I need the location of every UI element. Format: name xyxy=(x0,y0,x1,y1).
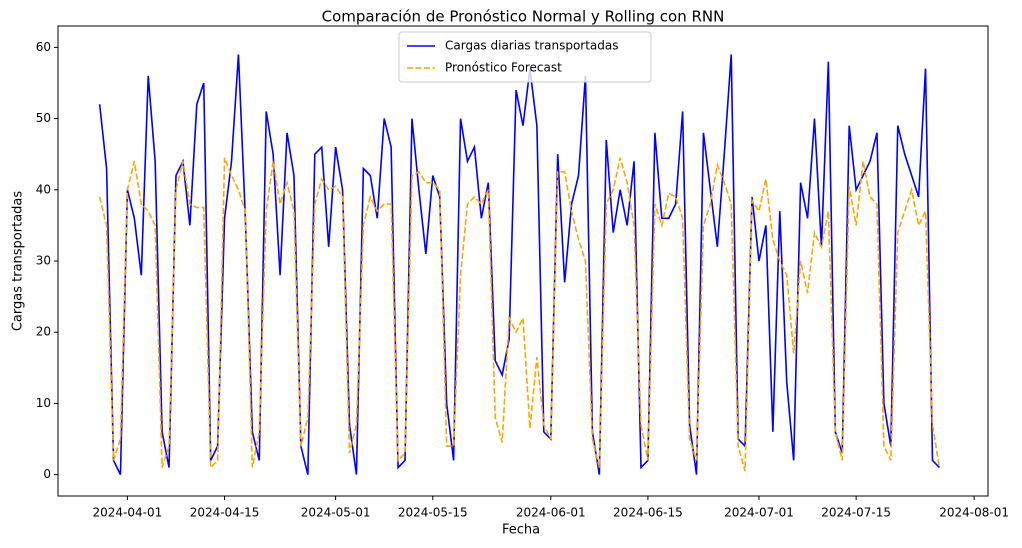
y-tick-label: 40 xyxy=(36,182,51,196)
y-tick-label: 0 xyxy=(43,467,51,481)
legend-label: Cargas diarias transportadas xyxy=(445,39,619,53)
x-tick-label: 2024-06-15 xyxy=(613,506,683,520)
legend-label: Pronóstico Forecast xyxy=(445,61,562,75)
y-tick-label: 10 xyxy=(36,396,51,410)
x-tick-label: 2024-04-15 xyxy=(190,506,260,520)
x-tick-label: 2024-04-01 xyxy=(93,506,163,520)
series-line xyxy=(98,54,940,475)
series-line xyxy=(98,157,941,472)
x-tick-label: 2024-05-15 xyxy=(398,506,468,520)
legend-box xyxy=(398,31,652,83)
legend: Cargas diarias transportadas Pronóstico F… xyxy=(398,31,652,83)
chart-title: Comparación de Pronóstico Normal y Rolli… xyxy=(322,8,725,26)
y-tick-label: 60 xyxy=(36,40,51,54)
x-axis-label: Fecha xyxy=(502,523,540,538)
x-tick-label: 2024-05-01 xyxy=(301,506,371,520)
y-tick-label: 20 xyxy=(36,325,51,339)
y-tick-label: 50 xyxy=(36,111,51,125)
x-tick-label: 2024-06-01 xyxy=(516,506,586,520)
x-tick-label: 2024-07-01 xyxy=(724,506,794,520)
plot-frame xyxy=(57,25,989,497)
y-axis-label: Cargas transportadas xyxy=(11,191,26,332)
y-tick-label: 30 xyxy=(36,254,51,268)
x-tick-label: 2024-08-01 xyxy=(939,506,1009,520)
x-tick-label: 2024-07-15 xyxy=(821,506,891,520)
